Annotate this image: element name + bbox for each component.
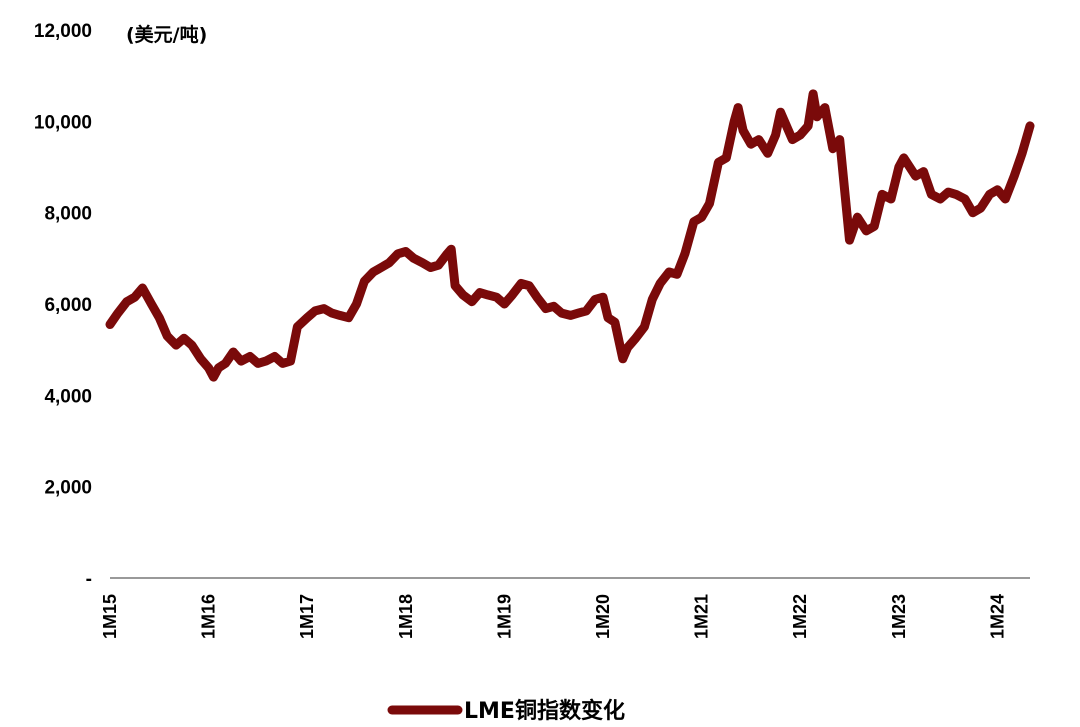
x-tick-label: 1M17 (297, 594, 317, 639)
y-unit-label: (美元/吨) (126, 23, 207, 46)
y-tick-label: 10,000 (34, 112, 92, 133)
y-tick-label: 2,000 (44, 478, 92, 499)
x-tick-label: 1M20 (593, 594, 613, 639)
legend: LME铜指数变化 (387, 698, 625, 724)
x-tick-labels: 1M15 1M16 1M17 1M18 1M19 1M20 1M21 1M22 1M23 1M24 (100, 594, 1007, 639)
y-tick-label: 8,000 (44, 204, 92, 225)
legend-label: LME铜指数变化 (464, 698, 625, 724)
x-tick-label: 1M24 (987, 594, 1007, 639)
x-tick-label: 1M16 (199, 594, 219, 639)
x-tick-label: 1M19 (494, 594, 514, 639)
x-tick-label: 1M15 (100, 594, 120, 639)
y-tick-label: 12,000 (34, 21, 92, 42)
y-tick-label: 6,000 (44, 295, 92, 316)
x-tick-label: 1M18 (396, 594, 416, 639)
x-tick-label: 1M21 (692, 594, 712, 639)
series-line-lme-copper (105, 89, 1035, 382)
y-tick-label: 4,000 (44, 386, 92, 407)
x-tick-label: 1M22 (790, 594, 810, 639)
y-tick-label: - (86, 569, 92, 590)
x-tick-label: 1M23 (889, 594, 909, 639)
y-tick-labels: - 2,000 4,000 6,000 8,000 10,000 12,000 (34, 21, 92, 590)
